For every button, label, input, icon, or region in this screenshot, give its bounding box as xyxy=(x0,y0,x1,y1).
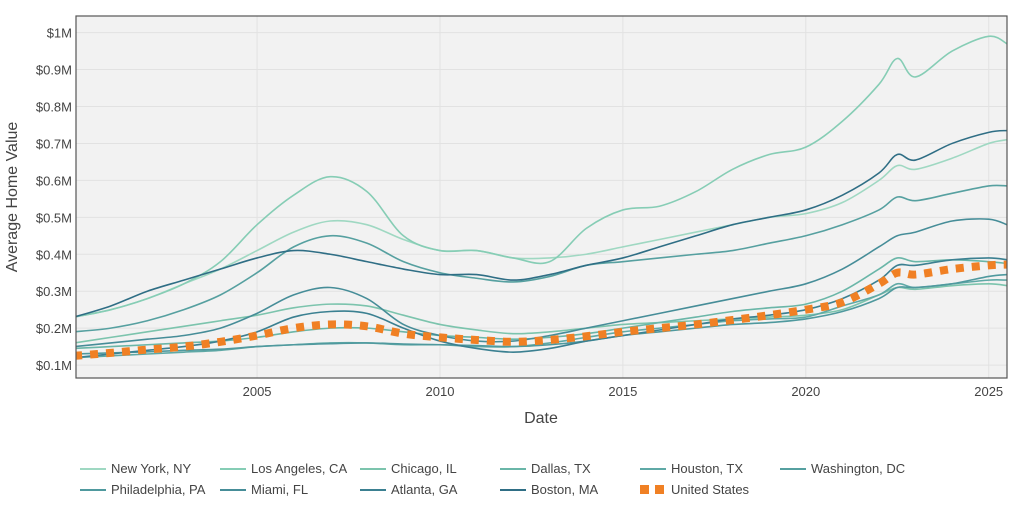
y-tick-label: $0.4M xyxy=(36,247,72,262)
x-tick-label: 2015 xyxy=(608,384,637,399)
legend-label: Dallas, TX xyxy=(531,461,591,476)
legend-item[interactable]: Houston, TX xyxy=(640,461,780,476)
legend-line-swatch-icon xyxy=(220,488,246,491)
legend-label: Miami, FL xyxy=(251,482,309,497)
legend-label: Houston, TX xyxy=(671,461,744,476)
legend-item[interactable]: Chicago, IL xyxy=(360,461,500,476)
series-line-united-states xyxy=(76,260,1007,360)
series-line-new-york-ny xyxy=(76,138,1007,318)
x-tick-label: 2005 xyxy=(243,384,272,399)
x-tick-label: 2020 xyxy=(791,384,820,399)
legend-item[interactable]: Philadelphia, PA xyxy=(80,482,220,497)
y-axis-title: Average Home Value xyxy=(4,122,21,273)
series-line-philadelphia-pa xyxy=(76,273,1007,355)
y-tick-label: $0.6M xyxy=(36,173,72,188)
legend-item[interactable]: Boston, MA xyxy=(500,482,640,497)
legend-line-swatch-icon xyxy=(640,467,666,470)
legend-line-swatch-icon xyxy=(780,467,806,470)
legend-label: United States xyxy=(671,482,750,497)
y-tick-label: $0.7M xyxy=(36,136,72,151)
x-axis-title: Date xyxy=(524,410,558,427)
x-tick-label: 2010 xyxy=(426,384,455,399)
plot-frame xyxy=(75,15,1008,379)
x-axis-ticks: 2005 2010 2015 2020 2025 xyxy=(243,384,1004,399)
series-line-boston-ma xyxy=(76,129,1007,318)
y-tick-label: $0.5M xyxy=(36,210,72,225)
series-line-miami-fl xyxy=(76,218,1007,348)
line-chart: $0.1M $0.2M $0.3M $0.4M $0.5M $0.6M $0.7M $0.8M… xyxy=(4,15,1008,427)
legend-item[interactable]: Washington, DC xyxy=(780,461,920,476)
legend-line-swatch-icon xyxy=(500,488,526,491)
y-tick-label: $0.2M xyxy=(36,321,72,336)
legend-label: Boston, MA xyxy=(531,482,599,497)
y-tick-label: $1M xyxy=(47,26,72,41)
legend-item[interactable]: Los Angeles, CA xyxy=(220,461,360,476)
legend-item[interactable]: Atlanta, GA xyxy=(360,482,500,497)
x-tick-label: 2025 xyxy=(974,384,1003,399)
y-tick-label: $0.8M xyxy=(36,100,72,115)
legend-item[interactable]: New York, NY xyxy=(80,461,220,476)
legend: New York, NY Los Angeles, CA Chicago, IL Da… xyxy=(80,458,980,500)
legend-label: Chicago, IL xyxy=(391,461,457,476)
legend-label: Washington, DC xyxy=(811,461,906,476)
series-line-chicago-il xyxy=(76,283,1007,344)
legend-item[interactable]: United States xyxy=(640,482,780,497)
y-tick-label: $0.1M xyxy=(36,358,72,373)
legend-label: Philadelphia, PA xyxy=(111,482,206,497)
y-axis-ticks: $0.1M $0.2M $0.3M $0.4M $0.5M $0.6M $0.7M $0.8M… xyxy=(36,26,72,373)
series-layer xyxy=(76,35,1007,360)
legend-row: Philadelphia, PA Miami, FL Atlanta, GA Bost… xyxy=(80,479,980,500)
y-tick-label: $0.9M xyxy=(36,63,72,78)
legend-row: New York, NY Los Angeles, CA Chicago, IL Da… xyxy=(80,458,980,479)
legend-item[interactable]: Dallas, TX xyxy=(500,461,640,476)
plot-area xyxy=(76,16,1007,378)
legend-line-swatch-icon xyxy=(360,467,386,470)
legend-label: Los Angeles, CA xyxy=(251,461,348,476)
series-line-los-angeles-ca xyxy=(76,35,1007,318)
legend-dotted-swatch-icon xyxy=(640,485,666,494)
legend-line-swatch-icon xyxy=(80,467,106,470)
legend-line-swatch-icon xyxy=(220,467,246,470)
legend-label: New York, NY xyxy=(111,461,192,476)
legend-line-swatch-icon xyxy=(80,488,106,491)
legend-line-swatch-icon xyxy=(360,488,386,491)
y-tick-label: $0.3M xyxy=(36,284,72,299)
legend-item[interactable]: Miami, FL xyxy=(220,482,360,497)
legend-line-swatch-icon xyxy=(500,467,526,470)
legend-label: Atlanta, GA xyxy=(391,482,458,497)
